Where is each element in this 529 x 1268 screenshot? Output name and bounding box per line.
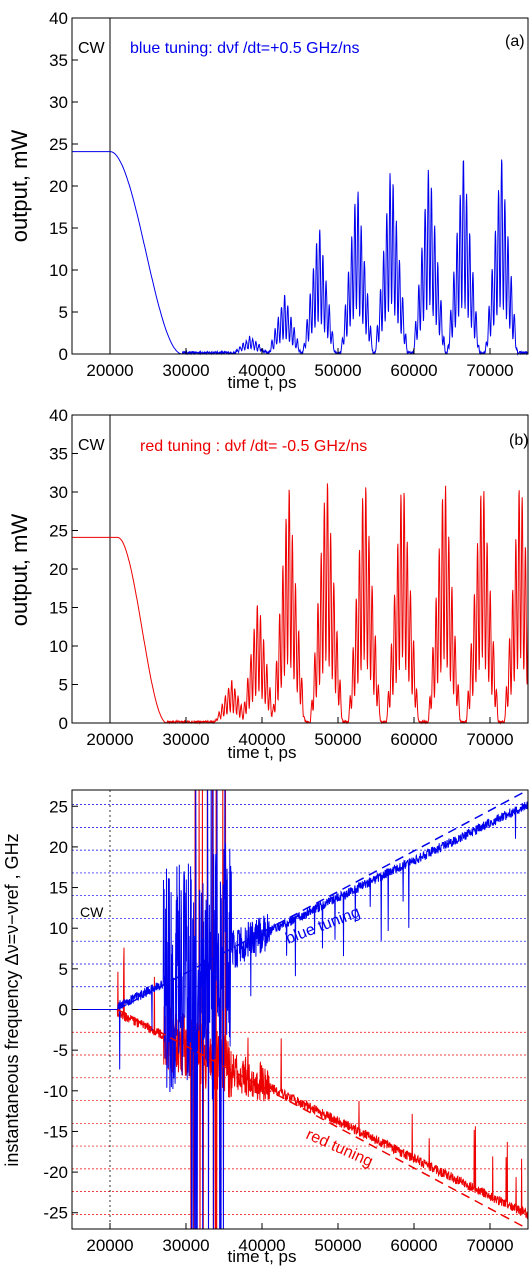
panel-c-ytick-label: -20: [43, 1163, 68, 1182]
panel-b-xlabel: time t, ps: [228, 743, 297, 762]
panel-a-ytick-label: 0: [59, 345, 68, 364]
panel-b-ytick-label: 5: [59, 676, 68, 695]
panel-a-frame: [71, 17, 529, 355]
panel-b-xtick-label: 70000: [466, 730, 513, 749]
panel-b-ytick-label: 35: [49, 445, 68, 464]
panel-b-annotation: red tuning : dνf /dt= -0.5 GHz/ns: [140, 438, 367, 455]
panel-a-letter: (a): [505, 33, 525, 50]
panel-a-xlabel: time t, ps: [228, 373, 297, 392]
panel-c-trend-red: [117, 1008, 528, 1229]
panel-a-xtick-label: 70000: [466, 361, 513, 380]
panel-a-axes: 20000 30000 40000 50000 60000 70000 0 5 10 15 20 25…: [49, 9, 514, 380]
panel-b-cw-label: CW: [78, 437, 106, 454]
panel-b-ytick-label: 0: [59, 714, 68, 733]
panel-c: 20000 30000 40000 50000 60000 70000 -25 -20 -15 -…: [2, 789, 529, 1266]
panel-a-ytick-label: 30: [49, 93, 68, 112]
panel-c-ytick-label: -10: [43, 1082, 68, 1101]
panel-a: 20000 30000 40000 50000 60000 70000 0 5 10 15 20 25…: [7, 9, 529, 392]
panel-b-ytick-label: 30: [49, 483, 68, 502]
panel-c-xtick-label: 40000: [238, 1236, 285, 1255]
panel-c-series-blue-line: [72, 790, 528, 1229]
panel-a-ytick-label: 20: [49, 177, 68, 196]
panel-c-xtick-label: 70000: [466, 1236, 513, 1255]
panel-a-ytick-label: 5: [59, 303, 68, 322]
panel-a-xtick-label: 60000: [390, 361, 437, 380]
panel-a-ytick-label: 25: [49, 135, 68, 154]
panel-c-series-red-line: [72, 790, 528, 1229]
panel-b-xtick-label: 40000: [238, 730, 285, 749]
panel-a-series-line: [72, 151, 529, 356]
panel-a-xtick-label: 30000: [162, 361, 209, 380]
panel-a-ylabel: output, mW: [7, 130, 32, 243]
panel-c-axes: 20000 30000 40000 50000 60000 70000 -25 -20 -15 -…: [43, 797, 513, 1255]
panel-b-xtick-label: 60000: [390, 730, 437, 749]
panel-c-ytick-label: -15: [43, 1122, 68, 1141]
panel-c-ytick-label: 10: [49, 919, 68, 938]
panel-b: 20000 30000 40000 50000 60000 70000 0 5 10 15 20 25…: [7, 406, 529, 762]
panel-c-ytick-label: 15: [49, 879, 68, 898]
panel-a-ytick-label: 40: [49, 9, 68, 28]
panel-b-xtick-label: 30000: [162, 730, 209, 749]
panel-b-xtick-label: 50000: [314, 730, 361, 749]
panel-c-ylabel: instantaneous frequency Δν=ν−νref , GHz: [2, 833, 22, 1166]
panel-b-ylabel: output, mW: [7, 514, 32, 627]
panel-b-plot-area: [72, 415, 529, 725]
panel-a-cw-label: CW: [78, 40, 106, 57]
panel-b-letter: (b): [509, 432, 529, 449]
panel-c-plot-area: [72, 790, 528, 1229]
panel-c-xtick-label: 30000: [162, 1236, 209, 1255]
panel-b-axes: 20000 30000 40000 50000 60000 70000 0 5 10 15 20 25…: [49, 406, 514, 749]
panel-b-ytick-label: 25: [49, 522, 68, 541]
panel-c-frame: [71, 789, 529, 1230]
panel-c-trend-blue: [117, 790, 528, 1011]
panel-b-ytick-label: 10: [49, 637, 68, 656]
panel-b-ytick-label: 15: [49, 599, 68, 618]
panel-a-ytick-label: 10: [49, 261, 68, 280]
panel-a-xtick-label: 20000: [86, 361, 133, 380]
panel-b-ytick-label: 40: [49, 406, 68, 425]
panel-b-xtick-label: 20000: [86, 730, 133, 749]
panel-c-clip-group: [72, 790, 528, 1229]
panel-a-ytick-label: 35: [49, 51, 68, 70]
panel-a-plot-area: [72, 18, 529, 356]
panel-c-xtick-label: 60000: [390, 1236, 437, 1255]
panel-c-ytick-label: -25: [43, 1204, 68, 1223]
panel-b-ytick-label: 20: [49, 560, 68, 579]
panel-c-ytick-label: -5: [53, 1041, 68, 1060]
panel-b-series-line: [72, 483, 529, 725]
panel-c-ytick-label: 0: [59, 1001, 68, 1020]
panel-c-cw-label: CW: [80, 904, 104, 920]
panel-a-ytick-label: 15: [49, 219, 68, 238]
panel-c-xlabel: time t, ps: [228, 1247, 297, 1266]
panel-a-annotation: blue tuning: dνf /dt=+0.5 GHz/ns: [130, 40, 359, 57]
panel-a-xtick-label: 50000: [314, 361, 361, 380]
panel-c-xtick-label: 50000: [314, 1236, 361, 1255]
panel-c-xtick-label: 20000: [86, 1236, 133, 1255]
panel-c-ytick-label: 5: [59, 960, 68, 979]
panel-a-xtick-label: 40000: [238, 361, 285, 380]
panel-c-ytick-label: 20: [49, 838, 68, 857]
panel-c-ytick-label: 25: [49, 797, 68, 816]
